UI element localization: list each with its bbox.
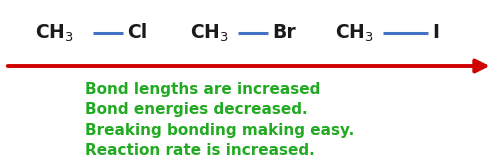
Text: Reaction rate is increased.: Reaction rate is increased. — [85, 144, 315, 158]
Text: Breaking bonding making easy.: Breaking bonding making easy. — [85, 123, 354, 138]
Text: Bond lengths are increased: Bond lengths are increased — [85, 82, 320, 97]
Text: Bond energies decreased.: Bond energies decreased. — [85, 102, 308, 117]
Text: I: I — [432, 23, 440, 43]
Text: CH$_3$: CH$_3$ — [335, 22, 374, 44]
Text: CH$_3$: CH$_3$ — [190, 22, 229, 44]
Text: Br: Br — [272, 23, 296, 43]
Text: Cl: Cl — [128, 23, 148, 43]
Text: CH$_3$: CH$_3$ — [35, 22, 74, 44]
